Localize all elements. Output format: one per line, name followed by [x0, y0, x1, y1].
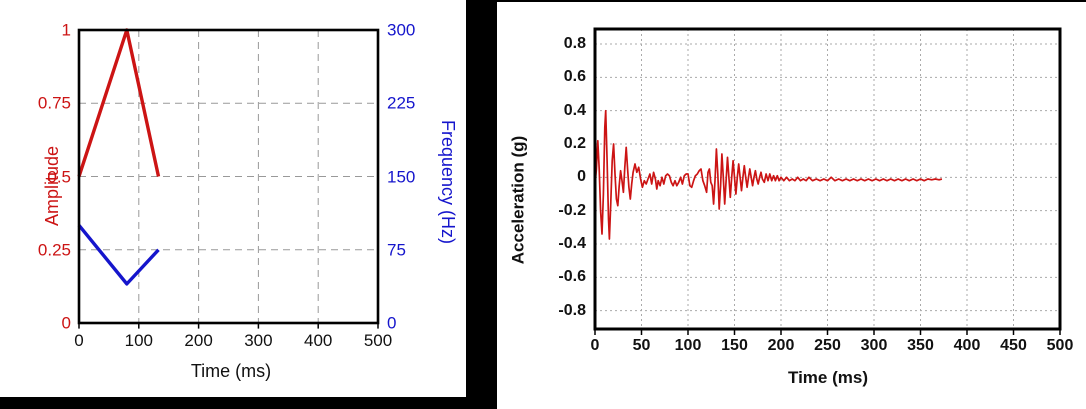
y-tick-label: 0.2 [563, 135, 586, 152]
x-tick-label: 150 [721, 337, 748, 354]
y-tick-label: 0.4 [563, 101, 586, 119]
x-tick-label: 500 [363, 330, 393, 350]
x-tick-label: 100 [674, 337, 702, 354]
x-tick-label: 300 [244, 330, 273, 350]
x-tick-label: 0 [590, 337, 600, 354]
acceleration-trace [594, 109, 943, 240]
x-tick-label: 200 [767, 337, 795, 354]
right-y-tick-label: 75 [387, 240, 406, 260]
y-tick-label: 0.6 [563, 68, 586, 86]
left-y-tick-label: 0 [61, 313, 71, 333]
time-axis-title-left-chart: Time (ms) [190, 361, 272, 381]
left-y-tick-label: 1 [61, 20, 71, 40]
right-y-tick-label: 0 [387, 313, 397, 333]
y-tick-label: -0.4 [558, 235, 586, 252]
y-tick-label: 0 [577, 168, 586, 186]
x-tick-label: 200 [184, 330, 213, 350]
frequency-line [77, 224, 160, 286]
y-tick-label: -0.6 [558, 268, 586, 286]
x-tick-label: 300 [860, 337, 888, 354]
left-y-tick-label: 0.75 [37, 93, 71, 113]
y-tick-label: -0.8 [558, 301, 586, 319]
left-y-tick-label: 0.5 [47, 167, 71, 186]
acceleration-plot [593, 27, 1062, 335]
plot-frame [77, 28, 380, 325]
right-y-tick-label: 150 [387, 167, 416, 186]
y-tick-label: -0.2 [558, 201, 586, 219]
x-tick-label: 400 [953, 337, 981, 354]
x-tick-label: 400 [304, 330, 333, 350]
x-tick-label: 50 [632, 337, 651, 354]
x-tick-label: 350 [907, 337, 934, 354]
left-y-tick-label: 0.25 [37, 240, 71, 260]
right-y-tick-label: 300 [387, 20, 416, 40]
acceleration-chart-panel: Acceleration (g) Time (ms) 0 50 100 150 200 2… [497, 2, 1086, 409]
time-axis-title-right-chart: Time (ms) [788, 368, 868, 387]
x-tick-label: 0 [74, 330, 84, 350]
x-tick-label: 250 [814, 337, 841, 354]
x-tick-label: 500 [1046, 337, 1074, 354]
x-tick-label: 450 [1000, 337, 1027, 354]
acceleration-axis-title: Acceleration (g) [508, 135, 528, 265]
right-y-tick-label: 225 [387, 93, 416, 113]
x-tick-label: 100 [124, 330, 153, 350]
frequency-axis-title: Frequency (Hz) [438, 119, 458, 245]
amplitude-axis-title: Amplitude [42, 145, 62, 227]
pulse-definition-plot [77, 28, 380, 329]
pulse-definition-chart-panel: Amplitude Frequency (Hz) Time (ms) 0 100 2… [0, 0, 466, 397]
y-tick-label: 0.8 [563, 35, 586, 52]
